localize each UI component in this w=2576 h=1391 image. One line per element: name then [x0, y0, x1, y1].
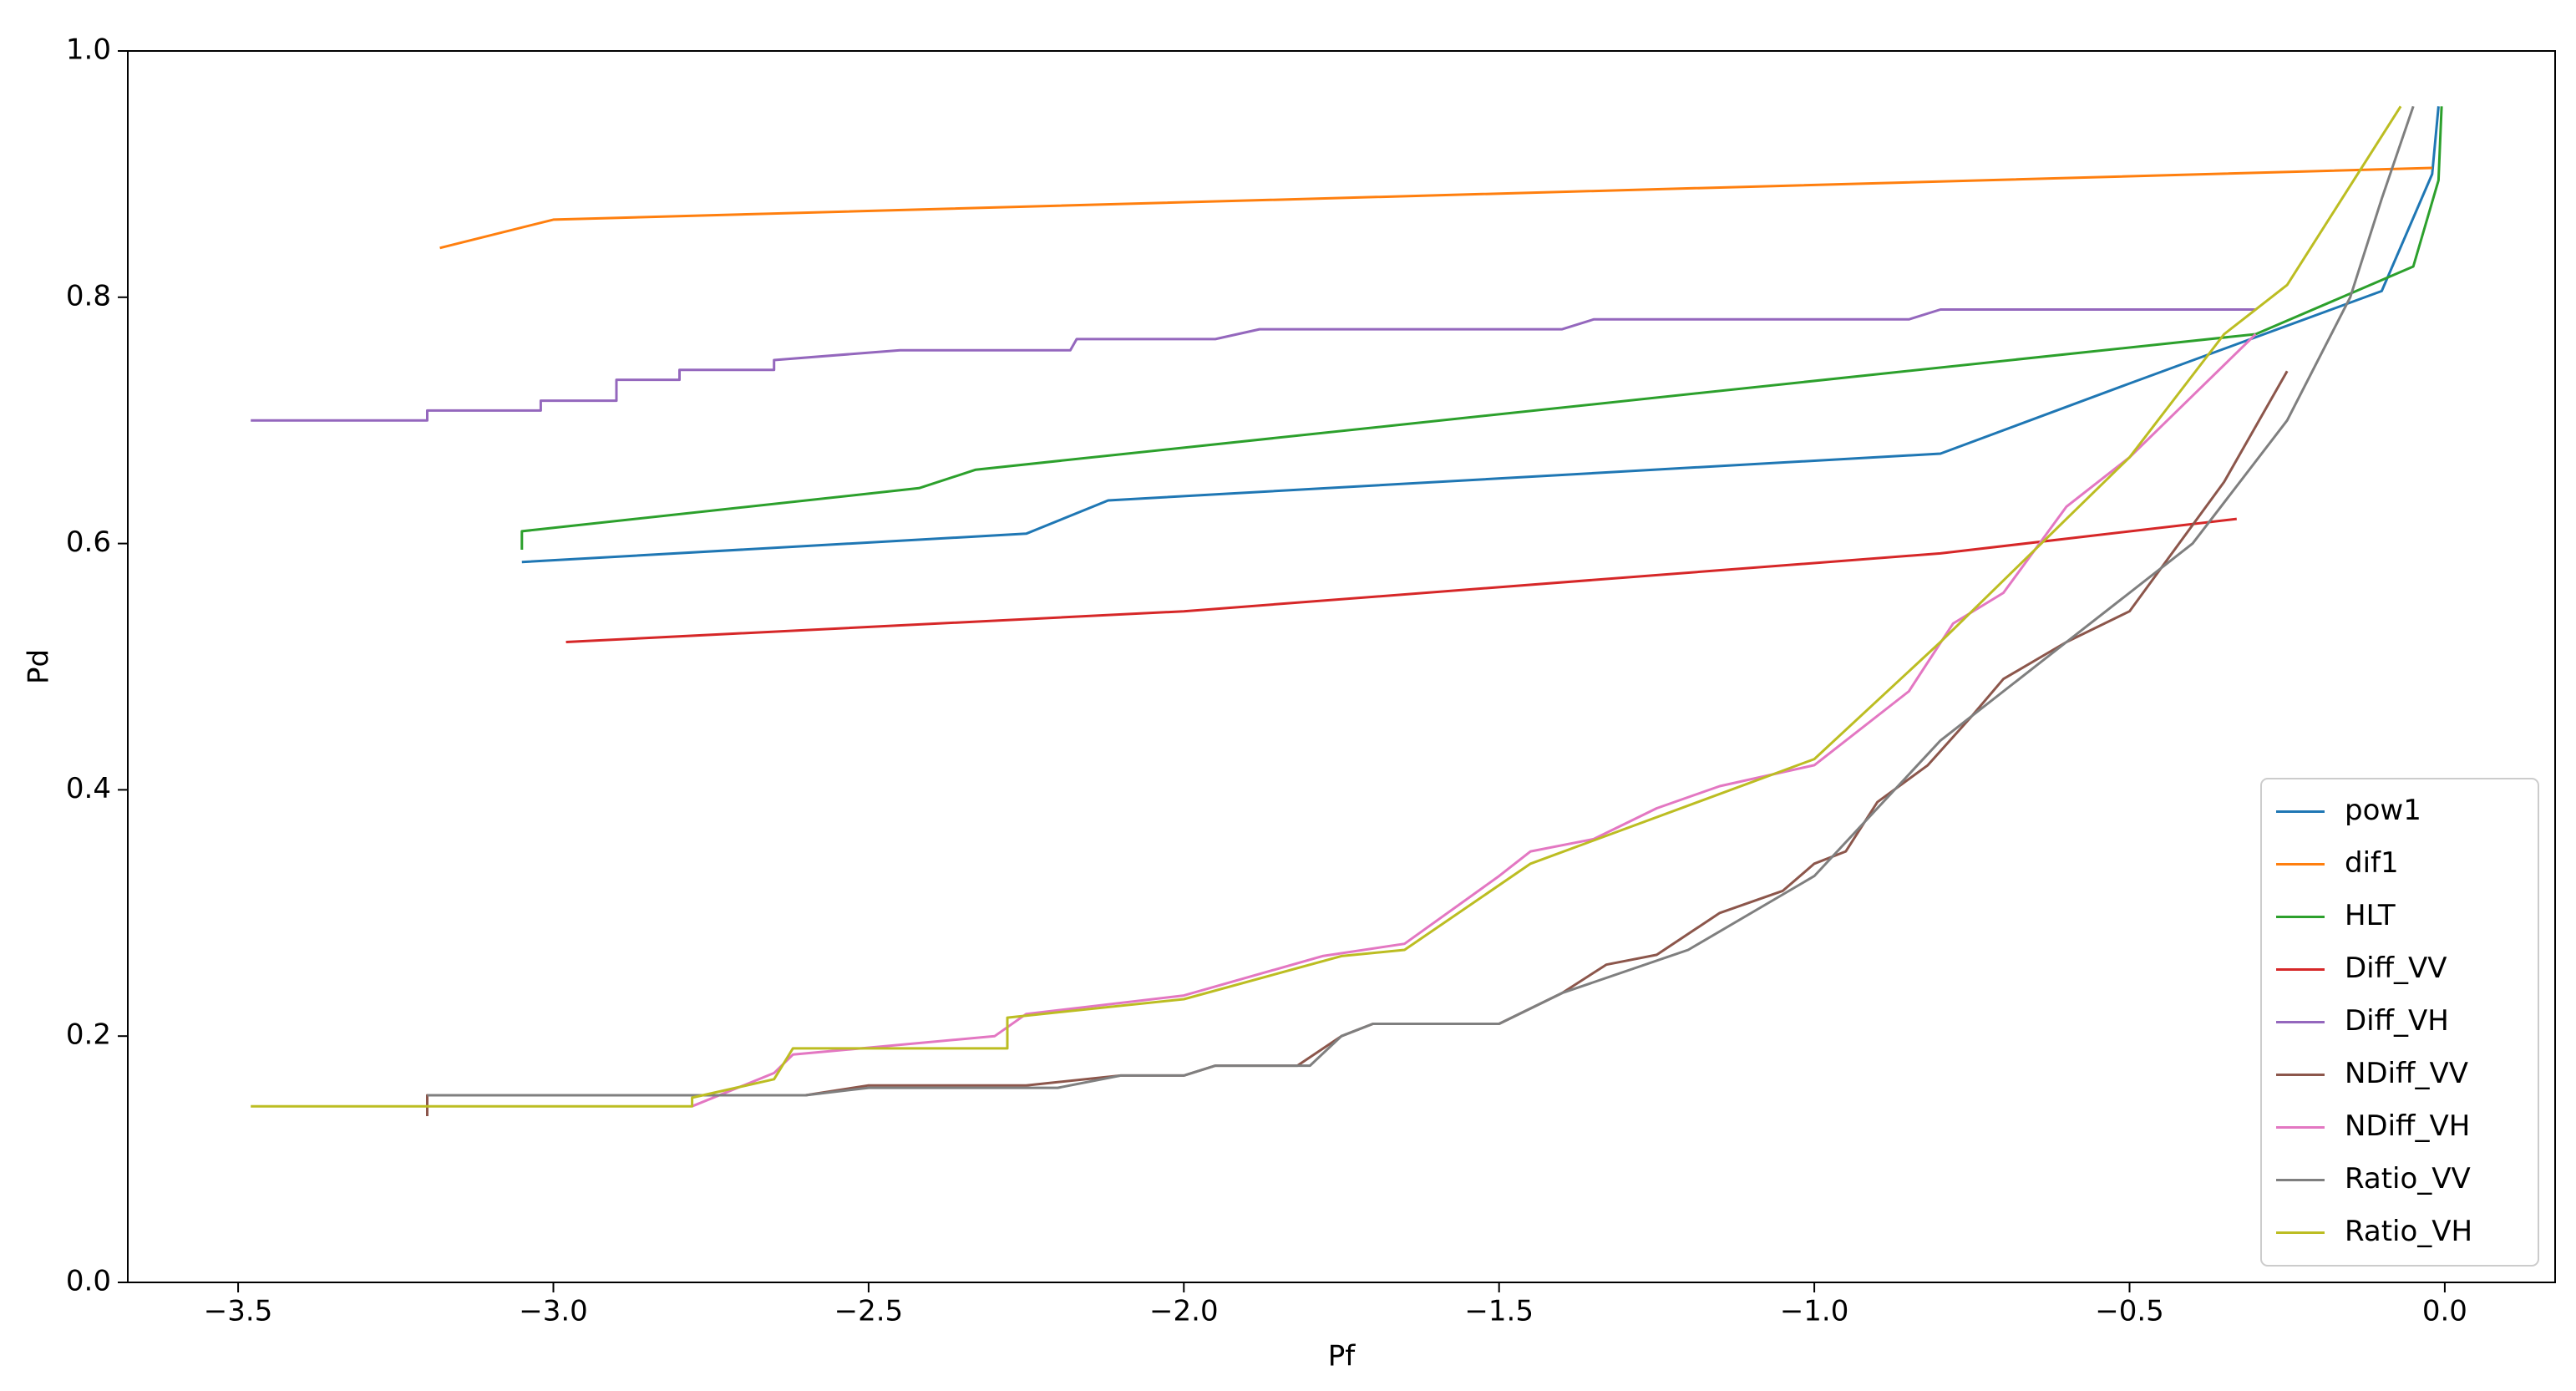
legend-label: pow1 — [2345, 794, 2421, 827]
y-tick-label: 1.0 — [66, 33, 111, 67]
x-tick-label: 0.0 — [2422, 1295, 2467, 1328]
legend-label: Diff_VV — [2345, 952, 2447, 985]
series-line — [565, 517, 2237, 643]
legend-label: Ratio_VH — [2345, 1215, 2472, 1248]
series-line — [521, 106, 2440, 564]
y-tick-label: 0.2 — [66, 1018, 111, 1052]
x-tick-label: −2.5 — [834, 1295, 904, 1328]
legend-box — [2260, 778, 2539, 1267]
series-line — [427, 105, 2415, 1097]
legend-label: NDiff_VH — [2345, 1109, 2470, 1143]
x-tick-label: −3.0 — [519, 1295, 588, 1328]
series-line — [251, 308, 2256, 422]
y-tick-label: 0.4 — [66, 772, 111, 805]
y-tick-label: 0.6 — [66, 525, 111, 559]
x-tick-label: −1.0 — [1780, 1295, 1849, 1328]
legend-label: NDiff_VV — [2345, 1057, 2468, 1090]
x-axis-label: Pf — [1328, 1340, 1356, 1373]
x-tick-label: −2.0 — [1149, 1295, 1219, 1328]
y-axis-label: Pd — [23, 649, 56, 684]
x-tick-label: −3.5 — [204, 1295, 273, 1328]
legend-label: dif1 — [2345, 846, 2399, 880]
axes-frame — [127, 50, 2556, 1283]
legend-label: Diff_VH — [2345, 1004, 2449, 1038]
legend-label: HLT — [2345, 899, 2396, 932]
x-tick-label: −1.5 — [1464, 1295, 1534, 1328]
series-line — [251, 105, 2402, 1108]
legend-label: Ratio_VV — [2345, 1162, 2471, 1196]
series-line — [520, 106, 2443, 550]
series-line — [426, 370, 2289, 1116]
series-line — [692, 333, 2257, 1108]
x-tick-label: −0.5 — [2095, 1295, 2164, 1328]
y-tick-label: 0.0 — [66, 1265, 111, 1298]
y-tick-label: 0.8 — [66, 279, 111, 312]
series-line — [439, 166, 2432, 250]
